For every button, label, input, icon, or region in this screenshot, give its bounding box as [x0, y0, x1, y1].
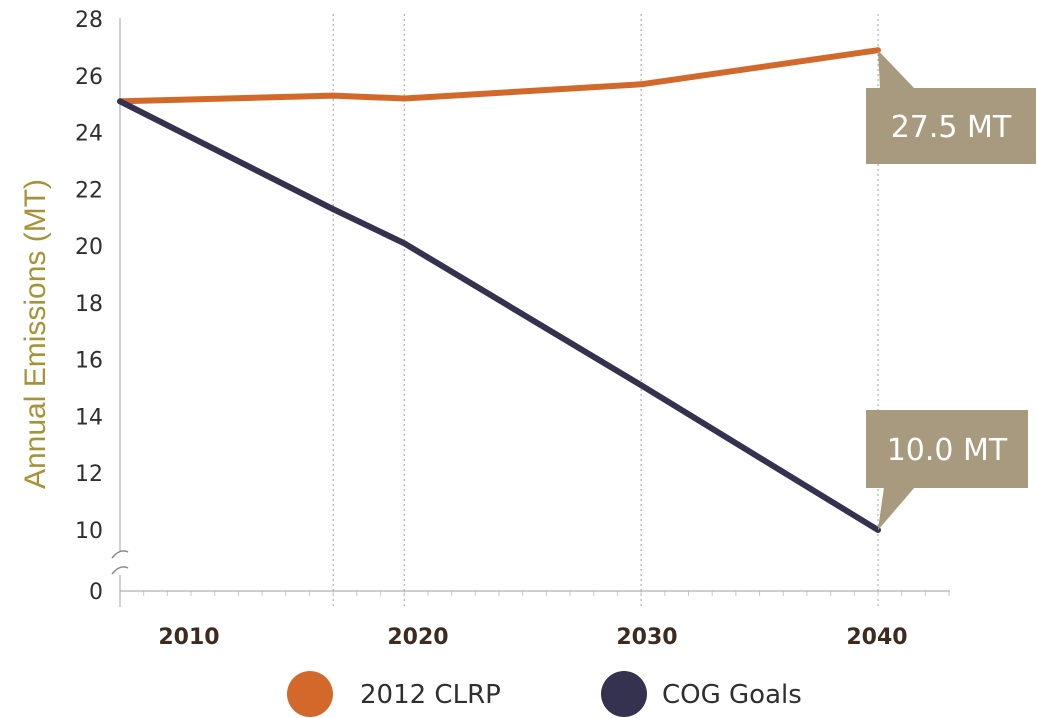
callout-label: 27.5 MT	[891, 110, 1012, 145]
y-axis-label: Annual Emissions (MT)	[19, 179, 52, 489]
callout-pointer-connector	[878, 50, 914, 88]
y-tick-label: 24	[75, 122, 103, 147]
callout-pointer-connector	[878, 488, 914, 530]
series-lines	[117, 47, 881, 533]
series-line-0	[117, 47, 881, 105]
y-tick-label: 20	[75, 235, 103, 260]
series-line-1	[117, 98, 881, 533]
axis-break-mark-upper	[111, 550, 129, 559]
grid-lines	[119, 14, 950, 607]
y-tick-label: 14	[75, 405, 103, 430]
y-tick-label: 28	[75, 8, 103, 33]
x-tick-label: 2020	[387, 625, 448, 650]
y-tick-label: 26	[75, 65, 103, 90]
legend: 2012 CLRP COG Goals	[287, 671, 802, 717]
callout-label: 10.0 MT	[887, 433, 1008, 468]
callout-box	[866, 410, 1028, 488]
x-tick-label: 2040	[846, 625, 907, 650]
y-tick-labels: 0 10 12 14 16 18 20 22 24 26 28	[75, 8, 103, 605]
x-tick-label: 2030	[616, 625, 677, 650]
callout-box	[866, 88, 1036, 164]
x-tick-label: 2010	[158, 625, 219, 650]
callouts: 27.5 MT 10.0 MT	[866, 50, 1036, 530]
y-tick-label: 16	[75, 349, 103, 374]
y-tick-label: 12	[75, 462, 103, 487]
legend-label: COG Goals	[662, 680, 802, 710]
y-tick-label: 18	[75, 292, 103, 317]
y-tick-label: 22	[75, 178, 103, 203]
legend-swatch	[287, 671, 333, 717]
legend-swatch	[601, 671, 647, 717]
axis-break-mark-lower	[111, 566, 129, 575]
x-tick-labels: 2010 2020 2030 2040	[158, 625, 907, 650]
axes	[111, 18, 950, 607]
legend-label: 2012 CLRP	[360, 680, 501, 710]
y-tick-label: 10	[75, 519, 103, 544]
y-tick-label: 0	[89, 580, 103, 605]
